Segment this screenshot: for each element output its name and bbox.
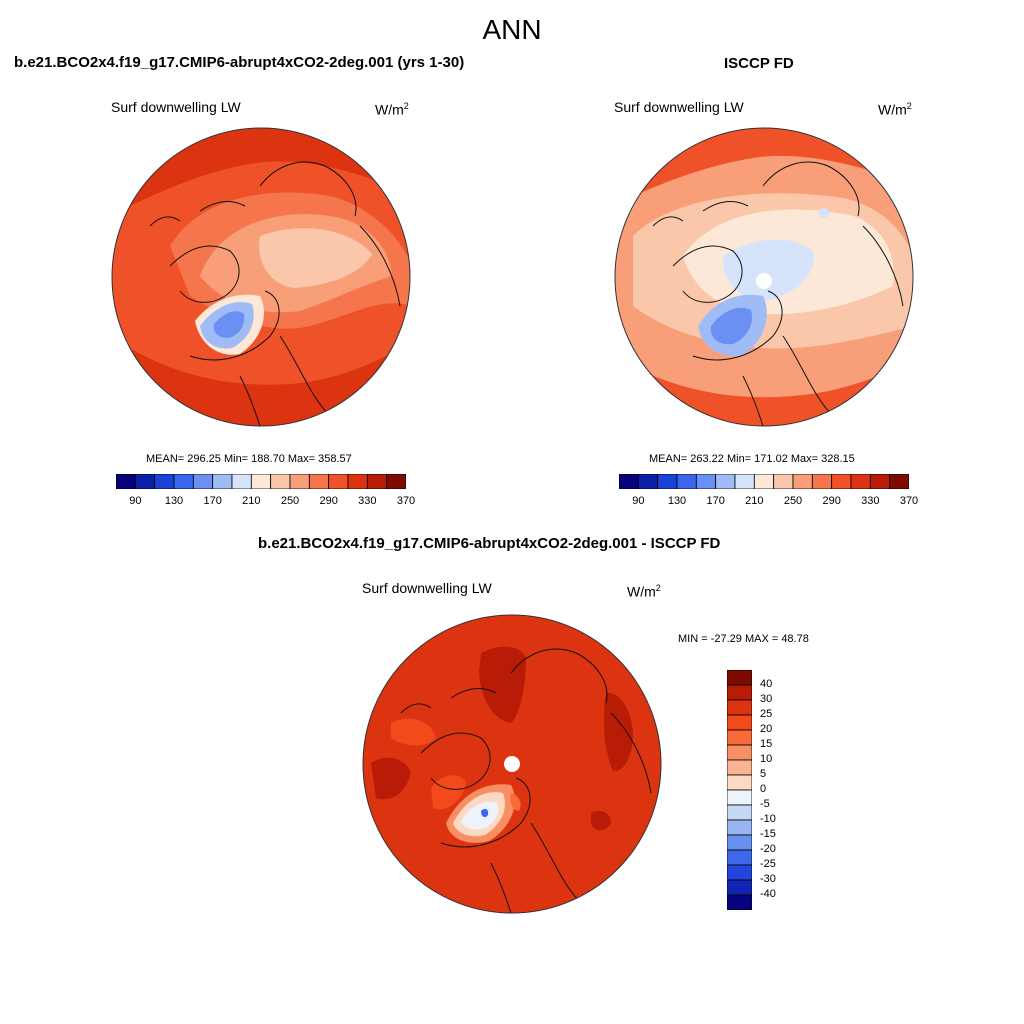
obs-colorbar-box <box>619 474 639 489</box>
model-colorbar-box <box>366 474 388 489</box>
obs-colorbar-box <box>676 474 697 489</box>
diff-colorbar-box <box>727 834 752 851</box>
diff-colorbar-box <box>727 699 752 716</box>
model-colorbar-box <box>386 474 406 489</box>
diff-colorbar-labels: 40 30 25 20 15 10 5 0 -5 -10 -15 -20 -25 -30 -40 <box>760 670 810 910</box>
diff-colorbar-box <box>727 670 752 686</box>
model-colorbar-tick-label: 330 <box>358 495 377 507</box>
model-colorbar-tick-label: 90 <box>129 495 142 507</box>
diff-colorbar-box <box>727 819 752 836</box>
obs-colorbar-box <box>850 474 871 489</box>
diff-colorbar-tick-label: 20 <box>760 723 773 735</box>
diff-colorbar-tick-label: -20 <box>760 843 776 855</box>
obs-colorbar-tick-label: 330 <box>861 495 880 507</box>
obs-units-label: W/m2 <box>878 101 912 118</box>
main-title: ANN <box>482 14 542 45</box>
model-colorbar-box <box>116 474 136 489</box>
obs-colorbar-box <box>869 474 891 489</box>
diff-colorbar <box>727 670 752 910</box>
model-colorbar-tick-label: 210 <box>242 495 261 507</box>
diff-colorbar-tick-label: 25 <box>760 708 773 720</box>
obs-colorbar-tick-label: 130 <box>667 495 687 507</box>
model-colorbar-tick-label: 170 <box>203 495 222 507</box>
model-colorbar-box <box>347 474 368 489</box>
diff-colorbar-tick-label: 5 <box>760 768 767 780</box>
obs-colorbar-box <box>792 474 813 489</box>
obs-colorbar-tick-label: 210 <box>745 495 764 507</box>
model-colorbar-box <box>173 474 194 489</box>
obs-variable-label: Surf downwelling LW <box>614 99 744 115</box>
obs-colorbar-tick-label: 250 <box>783 495 803 507</box>
model-colorbar-tick-label: 130 <box>164 495 184 507</box>
obs-colorbar-tick-label: 370 <box>899 495 919 507</box>
model-colorbar-box <box>270 474 291 489</box>
diff-colorbar-box <box>727 714 752 731</box>
model-colorbar-box <box>250 474 272 489</box>
obs-colorbar-box <box>637 474 659 489</box>
model-colorbar-labels: 90 130 170 210 250 290 330 370 <box>116 495 415 509</box>
obs-colorbar-box <box>889 474 909 489</box>
diff-colorbar-tick-label: 10 <box>760 753 773 765</box>
diff-colorbar-tick-label: 0 <box>760 783 767 795</box>
diff-colorbar-tick-label: 15 <box>760 738 773 750</box>
diff-colorbar-tick-label: -5 <box>760 798 770 810</box>
diff-colorbar-tick-label: -30 <box>760 873 776 885</box>
obs-colorbar-box <box>715 474 736 489</box>
model-colorbar-box <box>231 474 252 489</box>
model-colorbar-tick-label: 250 <box>280 495 300 507</box>
diff-colorbar-tick-label: 40 <box>760 678 773 690</box>
obs-colorbar-box <box>811 474 833 489</box>
diff-stats: MIN = -27.29 MAX = 48.78 <box>678 633 809 645</box>
diff-colorbar-tick-label: 30 <box>760 693 773 705</box>
obs-colorbar <box>619 474 909 489</box>
diff-colorbar-box <box>727 804 752 821</box>
obs-colorbar-box <box>734 474 755 489</box>
diff-colorbar-box <box>727 774 752 791</box>
obs-panel-title: ISCCP FD <box>724 55 794 72</box>
model-colorbar-box <box>328 474 349 489</box>
diff-colorbar-box <box>727 759 752 776</box>
diff-colorbar-tick-label: -10 <box>760 813 776 825</box>
obs-colorbar-box <box>773 474 794 489</box>
obs-colorbar-tick-label: 290 <box>822 495 841 507</box>
diff-colorbar-tick-label: -15 <box>760 828 776 840</box>
diff-colorbar-box <box>727 864 752 881</box>
model-colorbar-box <box>289 474 310 489</box>
diff-colorbar-box <box>727 744 752 761</box>
obs-stats: MEAN= 263.22 Min= 171.02 Max= 328.15 <box>649 453 855 465</box>
diff-colorbar-box <box>727 729 752 746</box>
model-polar-map <box>111 127 411 427</box>
model-colorbar-tick-label: 290 <box>319 495 338 507</box>
diff-colorbar-tick-label: -25 <box>760 858 776 870</box>
obs-colorbar-tick-label: 170 <box>706 495 725 507</box>
diff-colorbar-box <box>727 879 752 896</box>
model-colorbar-box <box>308 474 330 489</box>
model-stats: MEAN= 296.25 Min= 188.70 Max= 358.57 <box>146 453 352 465</box>
model-colorbar-box <box>192 474 214 489</box>
model-panel-title: b.e21.BCO2x4.f19_g17.CMIP6-abrupt4xCO2-2… <box>14 54 465 71</box>
model-colorbar <box>116 474 406 489</box>
obs-polar-map <box>614 127 914 427</box>
diff-panel-title: b.e21.BCO2x4.f19_g17.CMIP6-abrupt4xCO2-2… <box>258 535 721 552</box>
diff-units-label: W/m2 <box>627 583 661 600</box>
diff-colorbar-box <box>727 789 752 806</box>
model-colorbar-tick-label: 370 <box>396 495 416 507</box>
obs-colorbar-box <box>695 474 717 489</box>
diff-colorbar-box <box>727 684 752 701</box>
model-colorbar-box <box>154 474 175 489</box>
obs-colorbar-box <box>831 474 852 489</box>
diff-colorbar-box <box>727 894 752 910</box>
diff-polar-map <box>362 614 662 914</box>
obs-colorbar-tick-label: 90 <box>632 495 645 507</box>
diff-variable-label: Surf downwelling LW <box>362 580 492 596</box>
diff-colorbar-box <box>727 849 752 866</box>
model-colorbar-box <box>212 474 233 489</box>
model-units-label: W/m2 <box>375 101 409 118</box>
obs-colorbar-labels: 90 130 170 210 250 290 330 370 <box>619 495 918 509</box>
model-variable-label: Surf downwelling LW <box>111 99 241 115</box>
obs-colorbar-box <box>753 474 775 489</box>
model-colorbar-box <box>134 474 156 489</box>
diff-colorbar-tick-label: -40 <box>760 888 776 900</box>
obs-colorbar-box <box>657 474 678 489</box>
